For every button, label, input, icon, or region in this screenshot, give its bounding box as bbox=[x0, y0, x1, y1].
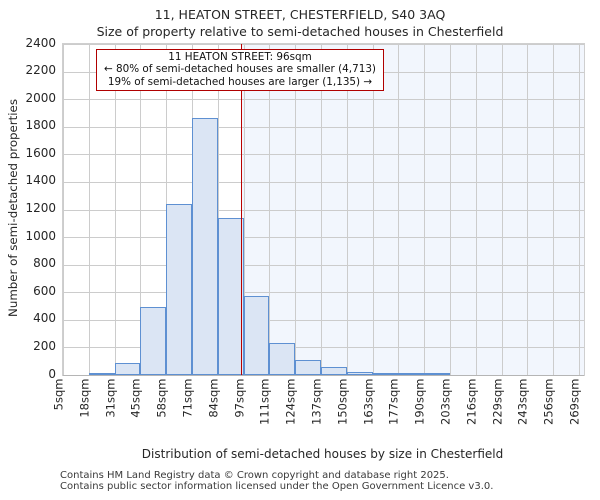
y-tick-label: 1400 bbox=[25, 173, 56, 188]
x-tick-label: 150sqm bbox=[335, 378, 350, 425]
histogram-bar bbox=[269, 342, 296, 375]
x-tick-label: 190sqm bbox=[412, 378, 427, 425]
x-tick-label: 97sqm bbox=[232, 378, 247, 418]
y-tick-label: 600 bbox=[33, 283, 56, 298]
gridline-horizontal bbox=[63, 44, 584, 45]
x-tick-label: 5sqm bbox=[51, 378, 66, 410]
gridline-vertical bbox=[63, 44, 64, 375]
x-axis-line bbox=[63, 374, 584, 376]
property-size-marker-line bbox=[240, 44, 243, 375]
annotation-smaller-line: ← 80% of semi-detached houses are smalle… bbox=[104, 63, 376, 76]
histogram-bar bbox=[295, 359, 321, 375]
x-tick-label: 84sqm bbox=[206, 378, 221, 418]
footer-line-2: Contains public sector information licen… bbox=[60, 480, 494, 492]
property-annotation-box: 11 HEATON STREET: 96sqm ← 80% of semi-de… bbox=[96, 49, 384, 92]
gridline-vertical bbox=[501, 44, 503, 375]
gridline-vertical bbox=[243, 44, 245, 375]
x-axis-title: Distribution of semi-detached houses by … bbox=[141, 447, 504, 461]
annotation-larger-line: 19% of semi-detached houses are larger (… bbox=[107, 75, 373, 88]
y-tick-label: 2000 bbox=[25, 90, 56, 105]
gridline-vertical bbox=[372, 44, 374, 375]
attribution-footer: Contains HM Land Registry data © Crown c… bbox=[60, 470, 600, 492]
histogram-bar bbox=[217, 217, 244, 375]
y-tick-label: 2400 bbox=[25, 35, 56, 50]
x-tick-label: 269sqm bbox=[567, 378, 582, 425]
annotation-property-line: 11 HEATON STREET: 96sqm bbox=[168, 51, 312, 63]
y-tick-label: 0 bbox=[48, 366, 56, 381]
histogram-bar bbox=[114, 363, 141, 375]
histogram-bar bbox=[243, 295, 270, 375]
y-tick-label: 800 bbox=[33, 256, 56, 271]
gridline-horizontal bbox=[63, 154, 584, 156]
gridline-horizontal bbox=[63, 292, 584, 294]
gridline-vertical bbox=[88, 44, 90, 375]
x-tick-label: 203sqm bbox=[438, 378, 453, 425]
footer-line-1: Contains HM Land Registry data © Crown c… bbox=[60, 470, 449, 481]
histogram-bar bbox=[140, 307, 167, 375]
y-tick-label: 200 bbox=[33, 338, 56, 353]
x-tick-label: 256sqm bbox=[541, 378, 556, 425]
x-tick-label: 216sqm bbox=[464, 378, 479, 425]
gridline-vertical bbox=[140, 44, 142, 375]
chart-title: 11, HEATON STREET, CHESTERFIELD, S40 3AQ bbox=[154, 7, 446, 22]
histogram-bar bbox=[192, 117, 218, 375]
gridline-horizontal bbox=[63, 209, 584, 211]
histogram-bar bbox=[346, 371, 373, 375]
y-tick-label: 2200 bbox=[25, 63, 56, 78]
x-tick-label: 45sqm bbox=[128, 378, 143, 418]
gridline-vertical bbox=[346, 44, 348, 375]
gridline-horizontal bbox=[63, 347, 584, 349]
y-tick-label: 1600 bbox=[25, 145, 56, 160]
x-tick-label: 177sqm bbox=[386, 378, 401, 425]
gridline-vertical bbox=[527, 44, 529, 375]
gridline-vertical bbox=[295, 44, 297, 375]
x-tick-label: 163sqm bbox=[361, 378, 376, 425]
gridline-horizontal bbox=[63, 181, 584, 183]
plot-area bbox=[62, 43, 585, 376]
x-tick-label: 31sqm bbox=[103, 378, 118, 418]
gridline-vertical bbox=[579, 44, 580, 375]
x-tick-label: 58sqm bbox=[154, 378, 169, 418]
gridline-vertical bbox=[398, 44, 400, 375]
y-tick-label: 1800 bbox=[25, 118, 56, 133]
gridline-horizontal bbox=[63, 319, 584, 321]
gridline-horizontal bbox=[63, 264, 584, 266]
gridline-horizontal bbox=[63, 237, 584, 239]
gridline-vertical bbox=[450, 44, 451, 375]
gridline-horizontal bbox=[63, 99, 584, 101]
x-tick-label: 229sqm bbox=[490, 378, 505, 425]
chart-subtitle: Size of property relative to semi-detach… bbox=[96, 24, 504, 39]
x-tick-label: 243sqm bbox=[515, 378, 530, 425]
x-tick-label: 137sqm bbox=[309, 378, 324, 425]
gridline-vertical bbox=[217, 44, 219, 375]
x-tick-label: 18sqm bbox=[77, 378, 92, 418]
y-tick-label: 400 bbox=[33, 311, 56, 326]
gridline-vertical bbox=[424, 44, 426, 375]
y-tick-label: 1000 bbox=[25, 228, 56, 243]
histogram-bar bbox=[166, 203, 192, 375]
gridline-vertical bbox=[475, 44, 477, 375]
gridline-vertical bbox=[114, 44, 116, 375]
gridline-vertical bbox=[269, 44, 271, 375]
gridline-vertical bbox=[321, 44, 322, 375]
y-tick-label: 1200 bbox=[25, 201, 56, 215]
gridline-horizontal bbox=[63, 126, 584, 128]
x-tick-label: 124sqm bbox=[283, 378, 298, 425]
x-tick-label: 71sqm bbox=[180, 378, 195, 418]
gridline-vertical bbox=[553, 44, 555, 375]
x-tick-label: 111sqm bbox=[257, 378, 272, 425]
